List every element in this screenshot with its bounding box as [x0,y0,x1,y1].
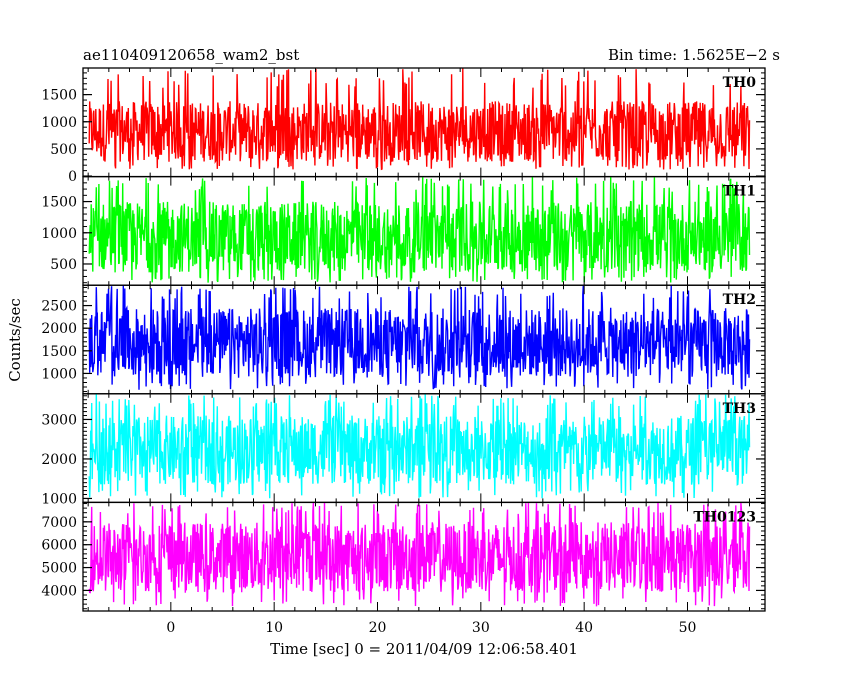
trace-th0123 [88,502,751,607]
y-tick-label: 1500 [41,195,77,211]
y-tick-label: 2500 [41,299,77,315]
y-tick-label: 5000 [41,561,77,577]
x-tick-label: 40 [575,620,593,636]
panel-th1: 500 1000 1500 TH1 [41,175,766,286]
chart-title: ae110409120658_wam2_bst [83,46,299,64]
y-tick-label: 1000 [41,366,77,382]
panel-label: TH0 [723,75,757,91]
x-tick-label: 0 [166,620,175,636]
y-tick-label: 500 [50,257,77,273]
panel-label: TH0123 [693,509,756,525]
bin-time-label: Bin time: 1.5625E−2 s [608,46,780,64]
trace-th0 [88,68,751,171]
x-axis-label: Time [sec] 0 = 2011/04/09 12:06:58.401 [270,640,578,658]
panel-th0123: 4000 5000 6000 7000 TH0123 [41,501,766,612]
x-tick-label: 50 [679,620,697,636]
panel-th2: 1000 1500 2000 2500 TH2 [41,284,766,395]
y-tick-label: 4000 [41,583,77,599]
y-tick-label: 1500 [41,344,77,360]
x-tick-label: 20 [369,620,387,636]
trace-th1 [88,176,751,283]
y-tick-label: 6000 [41,538,77,554]
y-tick-label: 7000 [41,515,77,531]
y-tick-label: 1000 [41,115,77,131]
panel-label: TH1 [723,184,756,200]
panel-label: TH3 [723,401,756,417]
y-tick-label: 2000 [41,452,77,468]
y-tick-label: 1500 [41,88,77,104]
y-tick-label: 3000 [41,412,77,428]
y-tick-label: 1000 [41,491,77,507]
panel-th3: 1000 2000 3000 TH3 [41,393,766,507]
trace-th3 [88,393,751,499]
x-tick-label: 30 [472,620,490,636]
panel-frame [82,501,766,612]
y-tick-label: 0 [68,169,77,185]
y-tick-label: 1000 [41,226,77,242]
panel-th0: 0 500 1000 1500 TH0 [41,67,766,185]
trace-th2 [88,285,751,390]
y-tick-label: 2000 [41,321,77,337]
y-tick-label: 500 [50,142,77,158]
panels-group: 050010001500TH050010001500TH110001500200… [41,67,766,636]
x-tick-label: 10 [265,620,283,636]
y-axis-label: Counts/sec [6,298,24,382]
panel-label: TH2 [723,292,756,308]
